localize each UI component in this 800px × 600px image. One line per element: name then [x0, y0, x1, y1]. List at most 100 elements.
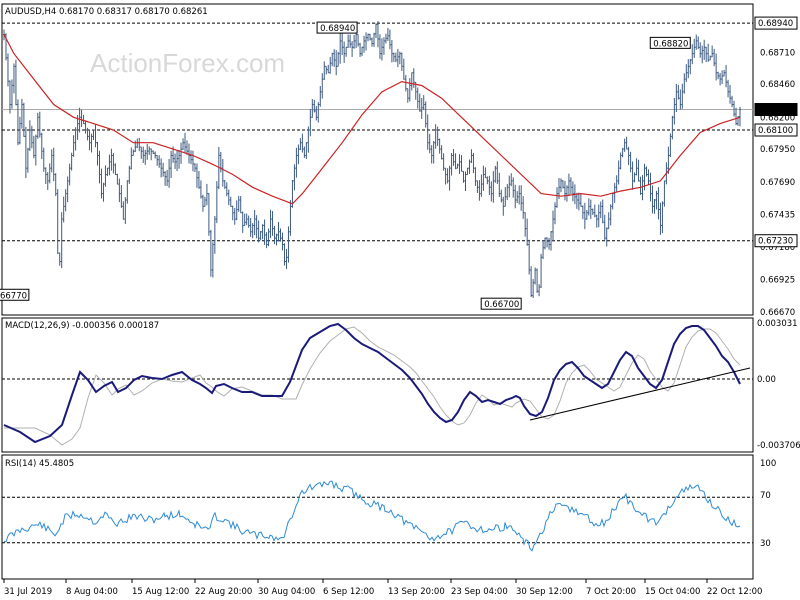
price-bar	[484, 167, 487, 179]
price-bar	[110, 148, 113, 171]
price-bar	[174, 153, 177, 169]
price-bar	[341, 32, 344, 55]
price-bar	[621, 147, 624, 158]
macd-tick-label: -0.003706	[757, 441, 800, 451]
price-bar	[587, 198, 590, 216]
svg-text:0.66700: 0.66700	[484, 300, 519, 310]
x-tick-label: 22 Oct 12:00	[707, 587, 762, 597]
price-bar	[478, 180, 481, 201]
price-bar	[321, 73, 324, 99]
price-bar	[683, 73, 686, 94]
price-bar	[24, 126, 27, 179]
price-bar	[275, 233, 278, 246]
price-bar	[486, 176, 489, 185]
price-bar	[187, 143, 190, 164]
price-bar	[193, 163, 196, 172]
price-annotation: 0.68820	[649, 36, 691, 49]
price-bar	[599, 201, 602, 219]
price-bar	[367, 33, 370, 42]
price-bar	[522, 196, 525, 219]
price-bar	[44, 167, 47, 184]
price-tick-label: 0.67435	[760, 211, 795, 221]
price-bar	[315, 105, 318, 121]
price-bar	[514, 184, 517, 209]
price-bar	[689, 58, 692, 75]
price-bar	[534, 267, 537, 285]
price-bar	[609, 204, 612, 226]
price-bar	[605, 227, 608, 247]
price-bar	[450, 153, 453, 176]
price-bar	[410, 72, 413, 91]
price-bar	[221, 159, 224, 187]
price-bar	[195, 163, 198, 188]
price-bar	[448, 165, 451, 191]
price-bar	[128, 165, 131, 184]
price-bar	[152, 150, 155, 155]
price-bar	[311, 99, 314, 118]
price-bar	[559, 178, 562, 193]
x-tick-label: 31 Jul 2019	[4, 587, 52, 597]
price-bar	[526, 218, 529, 246]
price-bar	[615, 175, 618, 193]
price-bar	[351, 41, 354, 57]
macd-tick-label: 0.003031	[757, 319, 798, 329]
price-bar	[40, 132, 43, 160]
x-tick-label: 8 Aug 04:00	[66, 587, 118, 597]
price-bar	[66, 176, 69, 203]
price-bar	[653, 199, 656, 214]
price-bar	[565, 185, 568, 202]
price-bar	[492, 171, 495, 203]
price-bar	[452, 149, 455, 166]
rsi-tick-label: 70	[760, 491, 771, 501]
watermark: ActionForex.com	[90, 48, 285, 78]
price-bar	[392, 52, 395, 62]
price-bar	[458, 154, 461, 174]
price-bar	[271, 211, 274, 236]
price-bar	[538, 284, 541, 297]
price-bar	[386, 27, 389, 41]
price-bar	[86, 127, 89, 141]
price-bar	[382, 37, 385, 55]
price-bar	[589, 199, 592, 219]
price-bar	[474, 167, 477, 186]
price-bar	[213, 215, 216, 254]
price-bar	[285, 248, 288, 270]
price-bar	[418, 93, 421, 112]
price-bar	[695, 34, 698, 50]
price-bar	[709, 55, 712, 61]
price-bar	[388, 29, 391, 50]
price-bar	[168, 158, 171, 188]
x-tick-label: 13 Sep 20:00	[388, 587, 445, 597]
price-bar	[476, 180, 479, 194]
svg-text:0.68261: 0.68261	[758, 106, 793, 116]
price-bar	[176, 150, 179, 172]
price-bar	[142, 146, 145, 163]
price-bar	[18, 116, 21, 145]
price-bar	[112, 153, 115, 174]
price-title: AUDUSD,H4 0.68170 0.68317 0.68170 0.6826…	[5, 7, 208, 17]
price-layer: 0.68940 0.66770 0.66700 0.68820	[0, 21, 753, 310]
price-bar	[22, 102, 25, 137]
price-bar	[170, 150, 173, 179]
price-bar	[245, 213, 248, 226]
price-bar	[361, 46, 364, 57]
price-tick-label: 0.67180	[760, 243, 795, 253]
price-bar	[542, 240, 545, 260]
price-bar	[38, 111, 41, 138]
price-bar	[432, 140, 435, 164]
price-bar	[372, 32, 375, 47]
price-bar	[430, 145, 433, 164]
rsi-panel-frame	[1, 454, 754, 580]
price-bar	[727, 79, 730, 98]
price-bar	[68, 163, 71, 186]
price-bar	[601, 199, 604, 224]
svg-text:0.68100: 0.68100	[758, 126, 793, 136]
price-bar	[329, 56, 332, 74]
price-bar	[156, 154, 159, 166]
level-price-box: 0.68100	[754, 123, 798, 137]
price-bar	[54, 173, 57, 196]
price-bar	[337, 51, 340, 67]
price-bar	[627, 146, 630, 166]
price-bar	[26, 147, 29, 173]
price-bar	[205, 183, 208, 206]
